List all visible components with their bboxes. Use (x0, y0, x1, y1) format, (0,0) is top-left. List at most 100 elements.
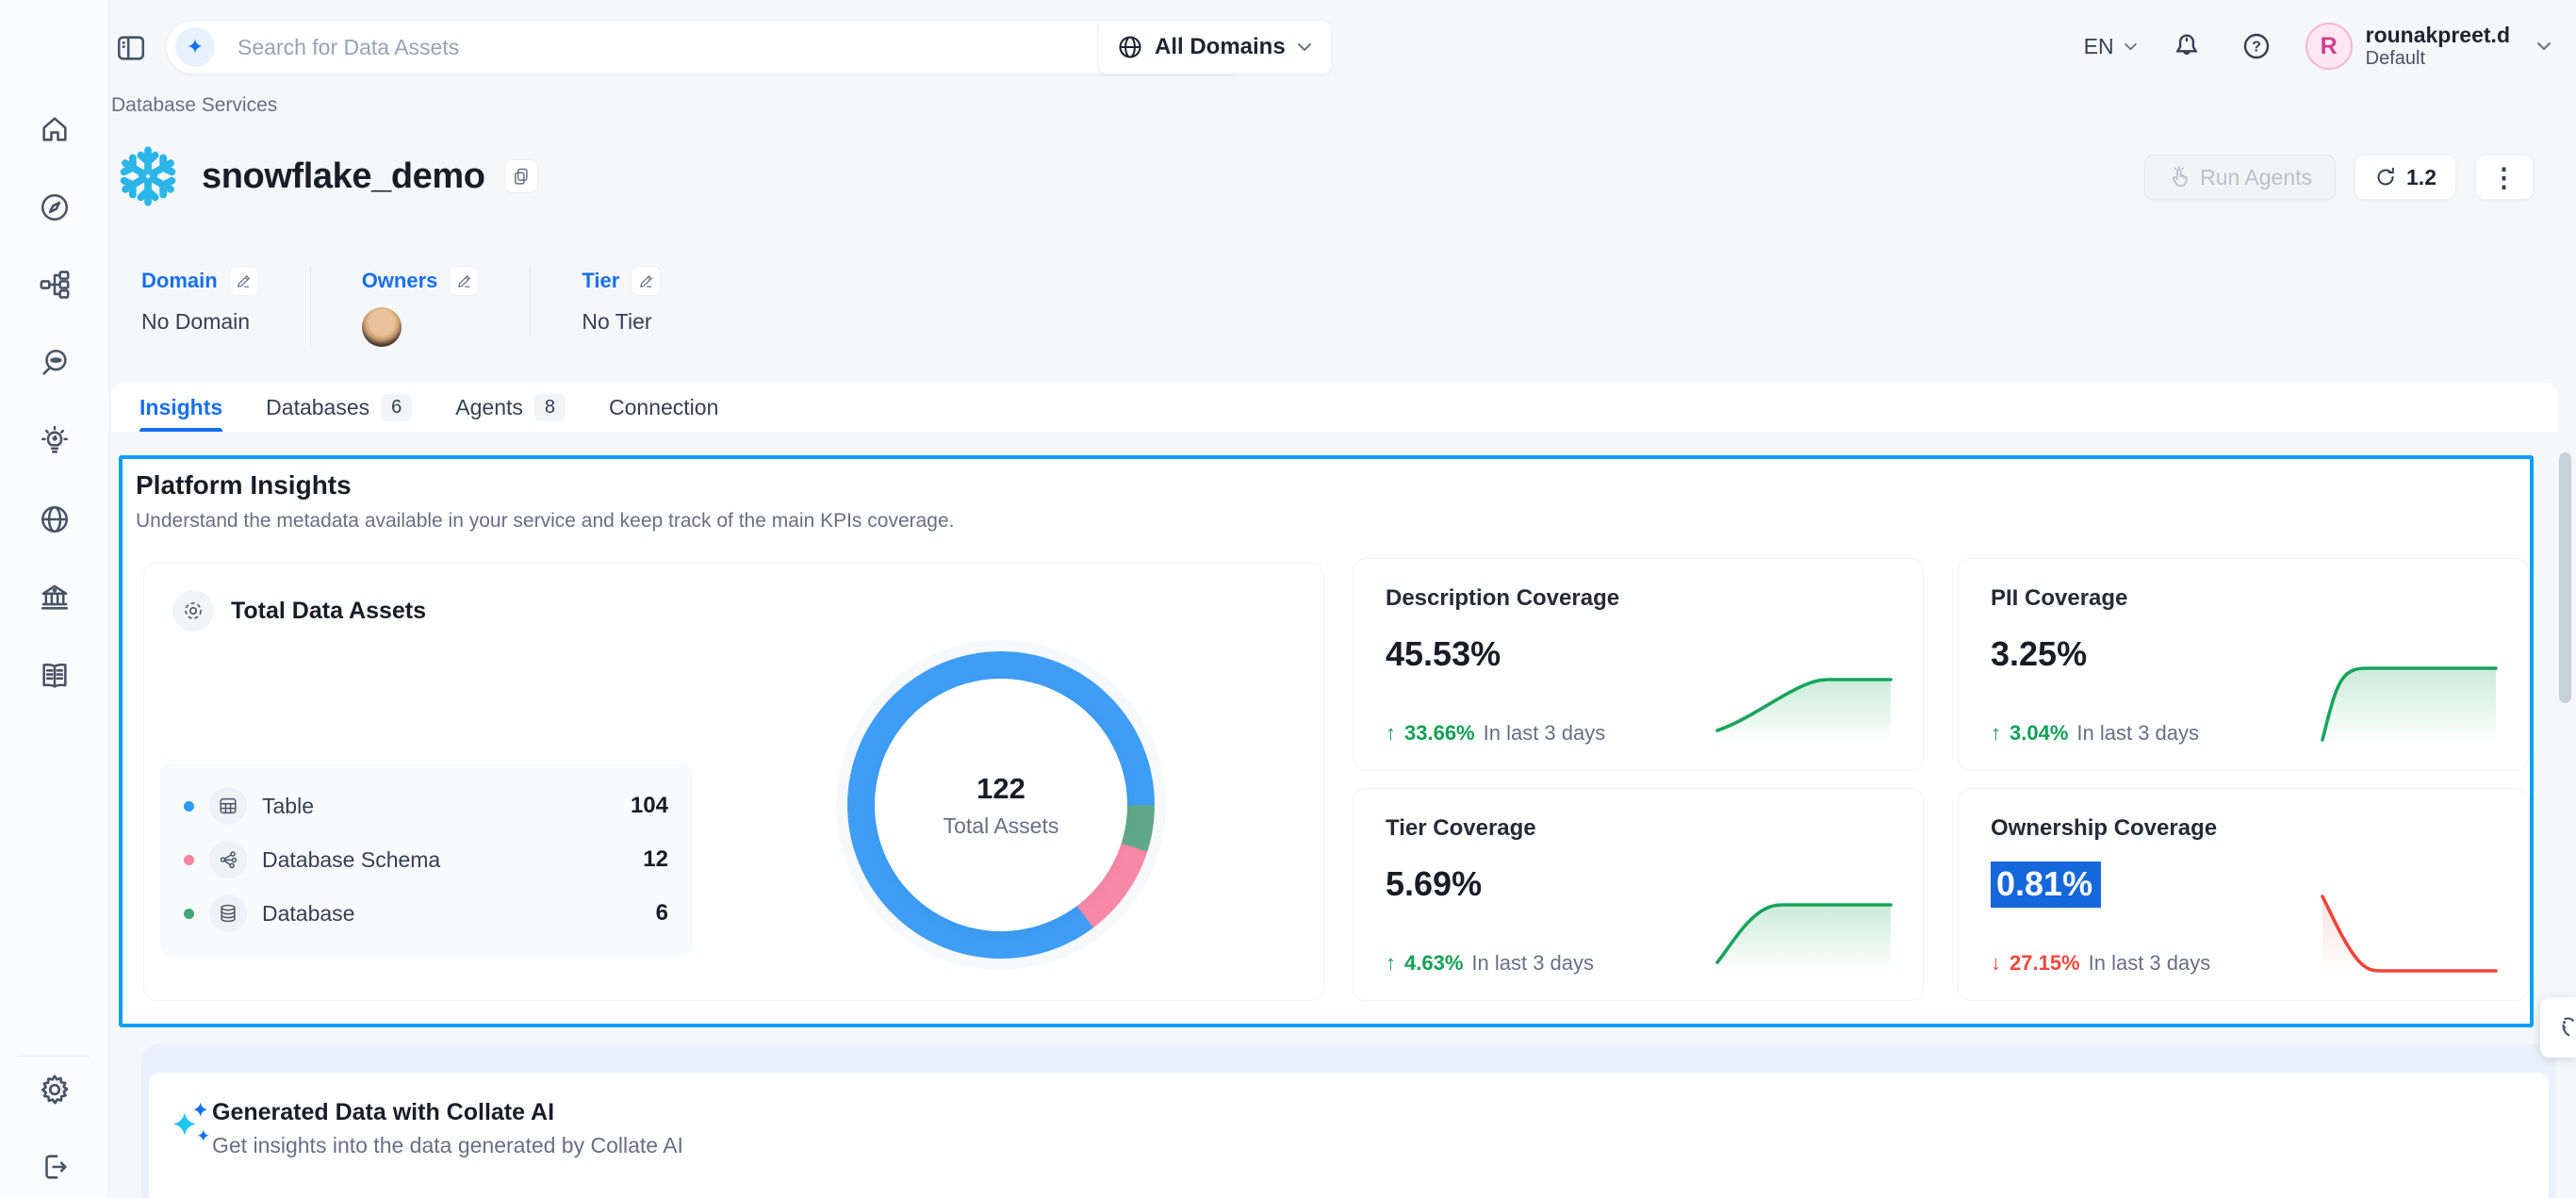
tier-value: No Tier (582, 309, 652, 334)
legend-row-database[interactable]: Database 6 (184, 894, 668, 932)
tab-databases[interactable]: Databases 6 (266, 383, 413, 432)
ai-search-sparkle-icon[interactable]: ✦ (175, 27, 215, 67)
domain-section: Domain No Domain (141, 266, 310, 335)
edit-owners-button[interactable] (449, 266, 480, 296)
insights-bulb-icon[interactable] (28, 415, 81, 468)
kpi-title: Description Coverage (1386, 585, 1620, 611)
kpi-value: 5.69% (1386, 864, 1483, 903)
edit-tier-button[interactable] (631, 266, 662, 296)
legend-dot (184, 908, 194, 919)
ai-sparkles-icon (172, 1102, 209, 1141)
platform-insights-panel: Platform Insights Understand the metadat… (119, 455, 2534, 1027)
observability-icon[interactable] (28, 336, 81, 389)
legend-label: Database (262, 900, 355, 926)
owner-avatar[interactable] (361, 307, 402, 347)
domains-globe-icon[interactable] (28, 493, 81, 546)
user-role: Default (2365, 48, 2425, 70)
help-icon[interactable]: ? (2236, 25, 2277, 67)
legend-value: 104 (630, 793, 668, 818)
snowflake-service-icon (120, 146, 176, 206)
user-menu[interactable]: R rounakpreet.d Default (2305, 23, 2551, 71)
edit-domain-button[interactable] (228, 266, 259, 296)
legend-dot (184, 800, 194, 812)
run-agents-label: Run Agents (2200, 164, 2313, 189)
language-selector[interactable]: EN (2084, 34, 2138, 59)
kpi-delta: 3.04% (2010, 721, 2069, 745)
legend-row-database-schema[interactable]: Database Schema 12 (184, 841, 668, 878)
owners-section: Owners (309, 266, 531, 347)
all-domains-label: All Domains (1155, 34, 1286, 59)
pencil-icon (457, 274, 470, 287)
legend-row-table[interactable]: Table 104 (184, 787, 668, 825)
logout-icon[interactable] (28, 1141, 81, 1193)
run-agents-button[interactable]: Run Agents (2144, 155, 2337, 200)
legend-label: Database Schema (262, 846, 441, 872)
owners-link[interactable]: Owners (361, 269, 438, 292)
platform-insights-title: Platform Insights (136, 470, 352, 500)
version-history-icon (2377, 167, 2394, 186)
govern-bank-icon[interactable] (28, 571, 81, 624)
tier-link[interactable]: Tier (582, 269, 620, 292)
tab-label: Insights (139, 394, 223, 419)
rail-divider (19, 1056, 90, 1057)
tab-insights[interactable]: Insights (139, 383, 223, 432)
explore-compass-icon[interactable] (28, 181, 81, 234)
tab-label: Databases (266, 394, 370, 419)
hand-click-icon (2173, 166, 2188, 187)
notifications-bell-icon[interactable] (2166, 25, 2207, 67)
version-button[interactable]: 1.2 (2354, 155, 2456, 200)
user-avatar: R (2305, 23, 2353, 70)
trend-up-icon: ↑ (1991, 721, 2001, 745)
tab-label: Agents (455, 394, 523, 419)
more-options-button[interactable]: ⋮ (2475, 155, 2534, 200)
kpi-value-selected: 0.81% (1991, 862, 2102, 908)
pii-coverage-card: PII Coverage 3.25% ↑ 3.04% In last 3 day… (1958, 558, 2529, 771)
kpi-period: In last 3 days (1471, 951, 1595, 975)
glossary-book-icon[interactable] (28, 649, 81, 702)
all-domains-button[interactable]: All Domains (1097, 20, 1332, 74)
topbar-right-cluster: EN ? R rounakpreet.d Default (2084, 13, 2551, 79)
collate-ai-card[interactable]: Generated Data with Collate AI Get insig… (149, 1073, 2549, 1198)
globe-icon (1119, 36, 1141, 58)
kpi-delta: 4.63% (1404, 951, 1464, 975)
chevron-down-icon (2537, 42, 2551, 50)
trend-down-icon: ↓ (1991, 951, 2001, 975)
breadcrumb[interactable]: Database Services (111, 94, 278, 116)
copy-name-button[interactable] (503, 159, 538, 193)
header-actions: Run Agents 1.2 ⋮ (2144, 155, 2534, 200)
tab-connection[interactable]: Connection (609, 383, 718, 432)
total-data-assets-card: Total Data Assets Table 104 Database Sch… (143, 563, 1324, 1001)
version-label: 1.2 (2406, 164, 2437, 189)
chevron-down-icon (2124, 42, 2137, 50)
collate-ai-subtitle: Get insights into the data generated by … (212, 1133, 683, 1157)
home-icon[interactable] (28, 103, 81, 156)
tier-coverage-sparkline (1715, 903, 1893, 974)
kpi-period: In last 3 days (1483, 721, 1606, 745)
collate-ai-section: Generated Data with Collate AI Get insig… (141, 1044, 2556, 1198)
tab-bar: Insights Databases 6 Agents 8 Connection (111, 383, 2558, 432)
pencil-icon (238, 274, 251, 287)
sidebar-toggle-icon[interactable] (115, 32, 147, 64)
copy-icon (514, 168, 528, 185)
global-search-bar: ✦ All (166, 20, 1257, 74)
search-input[interactable] (238, 34, 1124, 60)
legend-value: 6 (655, 900, 668, 926)
donut-center: 122 Total Assets (875, 679, 1127, 931)
tab-agents[interactable]: Agents 8 (455, 383, 566, 432)
widget-icon (2562, 1017, 2575, 1037)
chevron-down-icon (1297, 43, 1311, 51)
domain-link[interactable]: Domain (141, 269, 218, 292)
data-flow-icon[interactable] (28, 258, 81, 311)
database-icon (209, 894, 247, 932)
vertical-scrollbar-thumb[interactable] (2559, 452, 2571, 703)
kpi-title: PII Coverage (1991, 585, 2128, 611)
kebab-icon: ⋮ (2490, 162, 2519, 192)
trend-up-icon: ↑ (1386, 721, 1396, 745)
user-name: rounakpreet.d (2365, 22, 2510, 47)
settings-gear-icon[interactable] (28, 1063, 81, 1116)
ownership-coverage-card: Ownership Coverage 0.81% ↓ 27.15% In las… (1958, 788, 2529, 1001)
tier-section: Tier No Tier (530, 266, 712, 335)
help-widget-button[interactable] (2540, 997, 2576, 1058)
tier-coverage-card: Tier Coverage 5.69% ↑ 4.63% In last 3 da… (1353, 788, 1924, 1001)
kpi-title: Tier Coverage (1386, 815, 1536, 841)
